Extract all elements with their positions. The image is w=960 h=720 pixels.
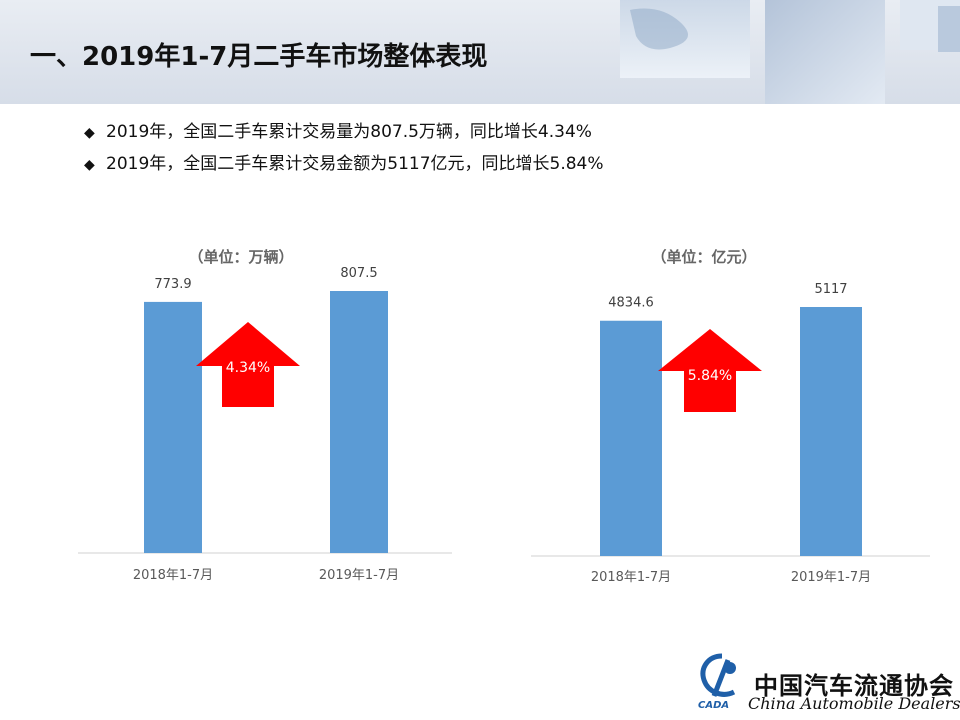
slide-title: 一、2019年1-7月二手车市场整体表现	[30, 42, 488, 72]
data-label: 773.9	[154, 277, 191, 292]
category-label: 2018年1-7月	[133, 568, 213, 583]
header-decoration	[620, 0, 960, 104]
category-label: 2019年1-7月	[319, 568, 399, 583]
unit-label: （单位：万辆）	[188, 248, 293, 266]
bullet-item: ◆ 2019年，全国二手车累计交易金额为5117亿元，同比增长5.84%	[84, 148, 604, 180]
logo-text: CADA	[698, 700, 729, 710]
bullet-item: ◆ 2019年，全国二手车累计交易量为807.5万辆，同比增长4.34%	[84, 116, 604, 148]
bar	[600, 320, 662, 556]
bullet-text: 2019年，全国二手车累计交易量为807.5万辆，同比增长4.34%	[106, 122, 592, 142]
category-label: 2019年1-7月	[791, 570, 871, 585]
bar	[144, 301, 202, 553]
growth-arrow-icon	[196, 322, 300, 407]
bar	[800, 307, 862, 556]
bar	[330, 291, 388, 553]
bullet-list: ◆ 2019年，全国二手车累计交易量为807.5万辆，同比增长4.34% ◆ 201…	[84, 116, 604, 180]
growth-arrow-icon	[658, 329, 762, 412]
data-label: 5117	[814, 282, 847, 297]
growth-label: 4.34%	[226, 360, 270, 376]
unit-label: （单位：亿元）	[651, 248, 756, 266]
org-name: 中国汽车流通协会	[754, 672, 954, 700]
data-label: 807.5	[340, 266, 377, 281]
header-banner	[0, 0, 960, 104]
org-name-en: China Automobile Dealers	[748, 694, 960, 713]
bullet-text: 2019年，全国二手车累计交易金额为5117亿元，同比增长5.84%	[106, 154, 604, 174]
diamond-bullet-icon: ◆	[84, 125, 95, 141]
cada-logo-icon: CADA	[698, 653, 736, 710]
data-label: 4834.6	[608, 296, 654, 311]
growth-label: 5.84%	[688, 368, 732, 384]
category-label: 2018年1-7月	[591, 570, 671, 585]
diamond-bullet-icon: ◆	[84, 157, 95, 173]
